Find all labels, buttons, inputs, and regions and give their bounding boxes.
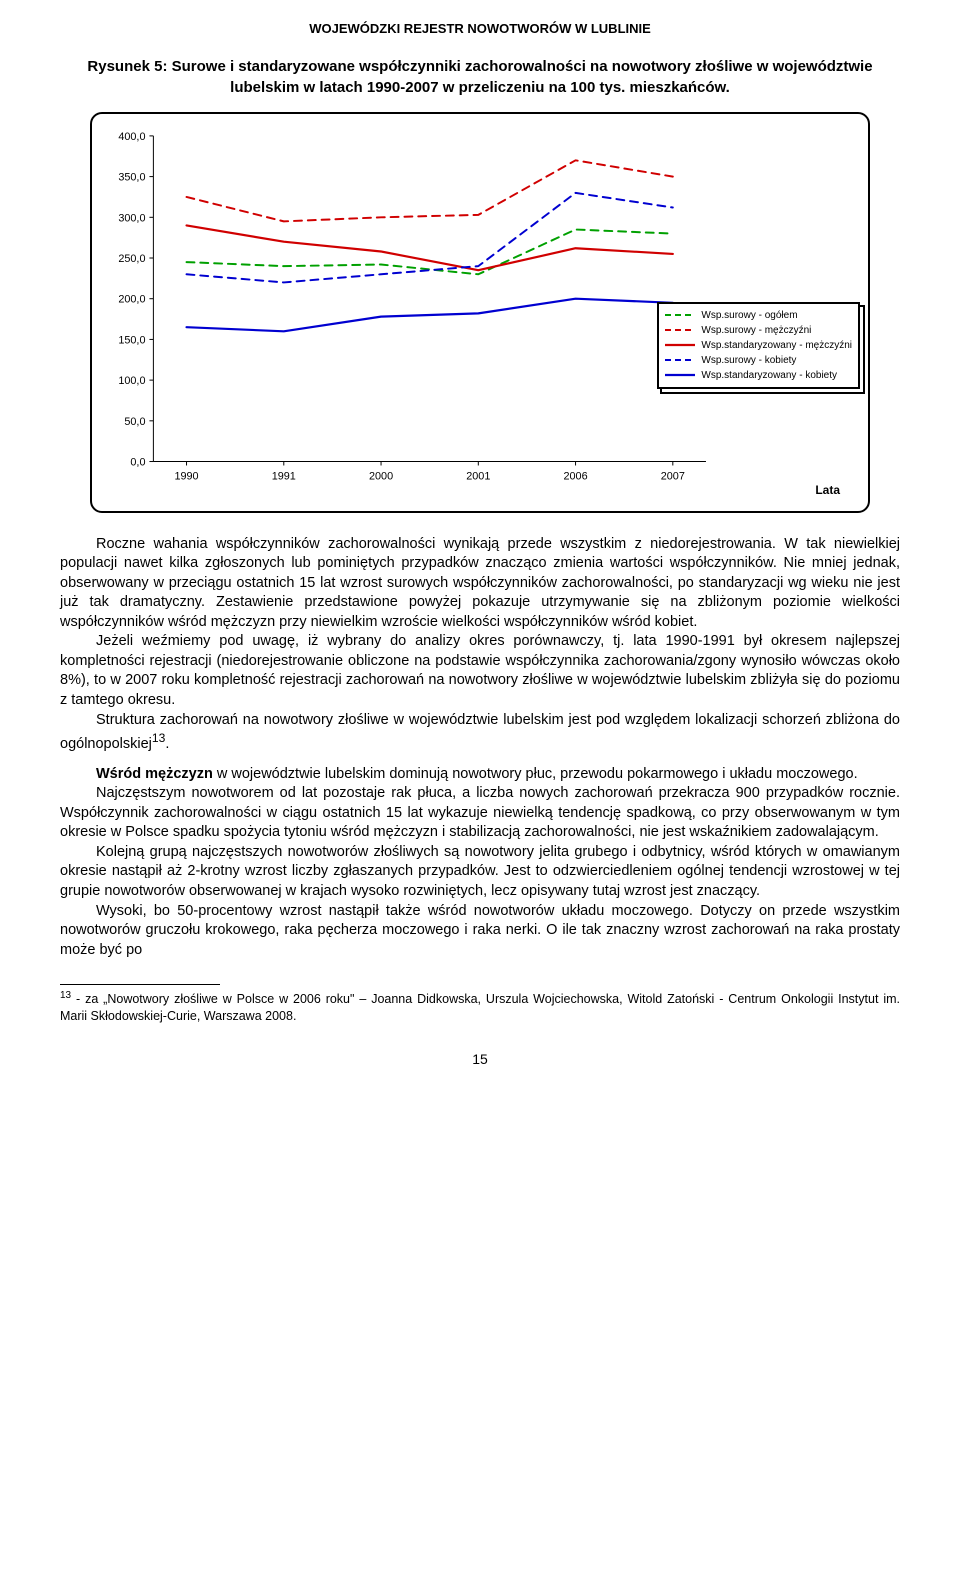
svg-text:2006: 2006 [563,470,587,482]
legend-label: Wsp.surowy - mężczyźni [701,323,811,338]
figure-caption: Rysunek 5: Surowe i standaryzowane współ… [70,56,890,98]
x-axis-label: Lata [815,482,840,498]
para-2: Jeżeli weźmiemy pod uwagę, iż wybrany do… [60,632,900,710]
legend-row: Wsp.standaryzowany - mężczyźni [665,338,852,353]
chart-legend: Wsp.surowy - ogółemWsp.surowy - mężczyźn… [657,302,860,389]
svg-text:0,0: 0,0 [130,456,145,468]
legend-label: Wsp.surowy - kobiety [701,353,796,368]
legend-label: Wsp.standaryzowany - kobiety [701,368,837,383]
page-number: 15 [60,1050,900,1069]
para-3: Struktura zachorowań na nowotwory złośli… [60,711,900,755]
body-text: Roczne wahania współczynników zachorowal… [60,535,900,961]
svg-text:250,0: 250,0 [118,253,145,265]
section2-para-1: Najczęstszym nowotworem od lat pozostaje… [60,784,900,843]
svg-text:1990: 1990 [174,470,198,482]
legend-row: Wsp.standaryzowany - kobiety [665,368,852,383]
section2-para-3: Wysoki, bo 50-procentowy wzrost nastąpił… [60,902,900,961]
svg-text:2007: 2007 [661,470,685,482]
footnote-number: 13 [60,990,71,1001]
svg-text:350,0: 350,0 [118,171,145,183]
section2-lead: Wśród mężczyzn w województwie lubelskim … [60,765,900,785]
svg-text:2000: 2000 [369,470,393,482]
legend-row: Wsp.surowy - ogółem [665,308,852,323]
chart-container: 0,0 50,0 100,0 150,0 200,0 250,0 300,0 350,0 400… [90,112,870,513]
svg-text:1991: 1991 [272,470,296,482]
svg-text:300,0: 300,0 [118,212,145,224]
legend-row: Wsp.surowy - kobiety [665,353,852,368]
legend-label: Wsp.surowy - ogółem [701,308,797,323]
footnote-text: - za „Nowotwory złośliwe w Polsce w 2006… [60,992,900,1022]
page-header: WOJEWÓDZKI REJESTR NOWOTWORÓW W LUBLINIE [60,20,900,38]
svg-text:150,0: 150,0 [118,334,145,346]
footnote: 13 - za „Nowotwory złośliwe w Polsce w 2… [60,989,900,1024]
legend-row: Wsp.surowy - mężczyźni [665,323,852,338]
footnote-rule [60,984,220,985]
section2-para-2: Kolejną grupą najczęstszych nowotworów z… [60,843,900,902]
svg-text:2001: 2001 [466,470,490,482]
svg-text:50,0: 50,0 [124,415,145,427]
para-1: Roczne wahania współczynników zachorowal… [60,535,900,633]
svg-text:400,0: 400,0 [118,130,145,142]
svg-text:100,0: 100,0 [118,375,145,387]
svg-text:200,0: 200,0 [118,293,145,305]
legend-label: Wsp.standaryzowany - mężczyźni [701,338,852,353]
